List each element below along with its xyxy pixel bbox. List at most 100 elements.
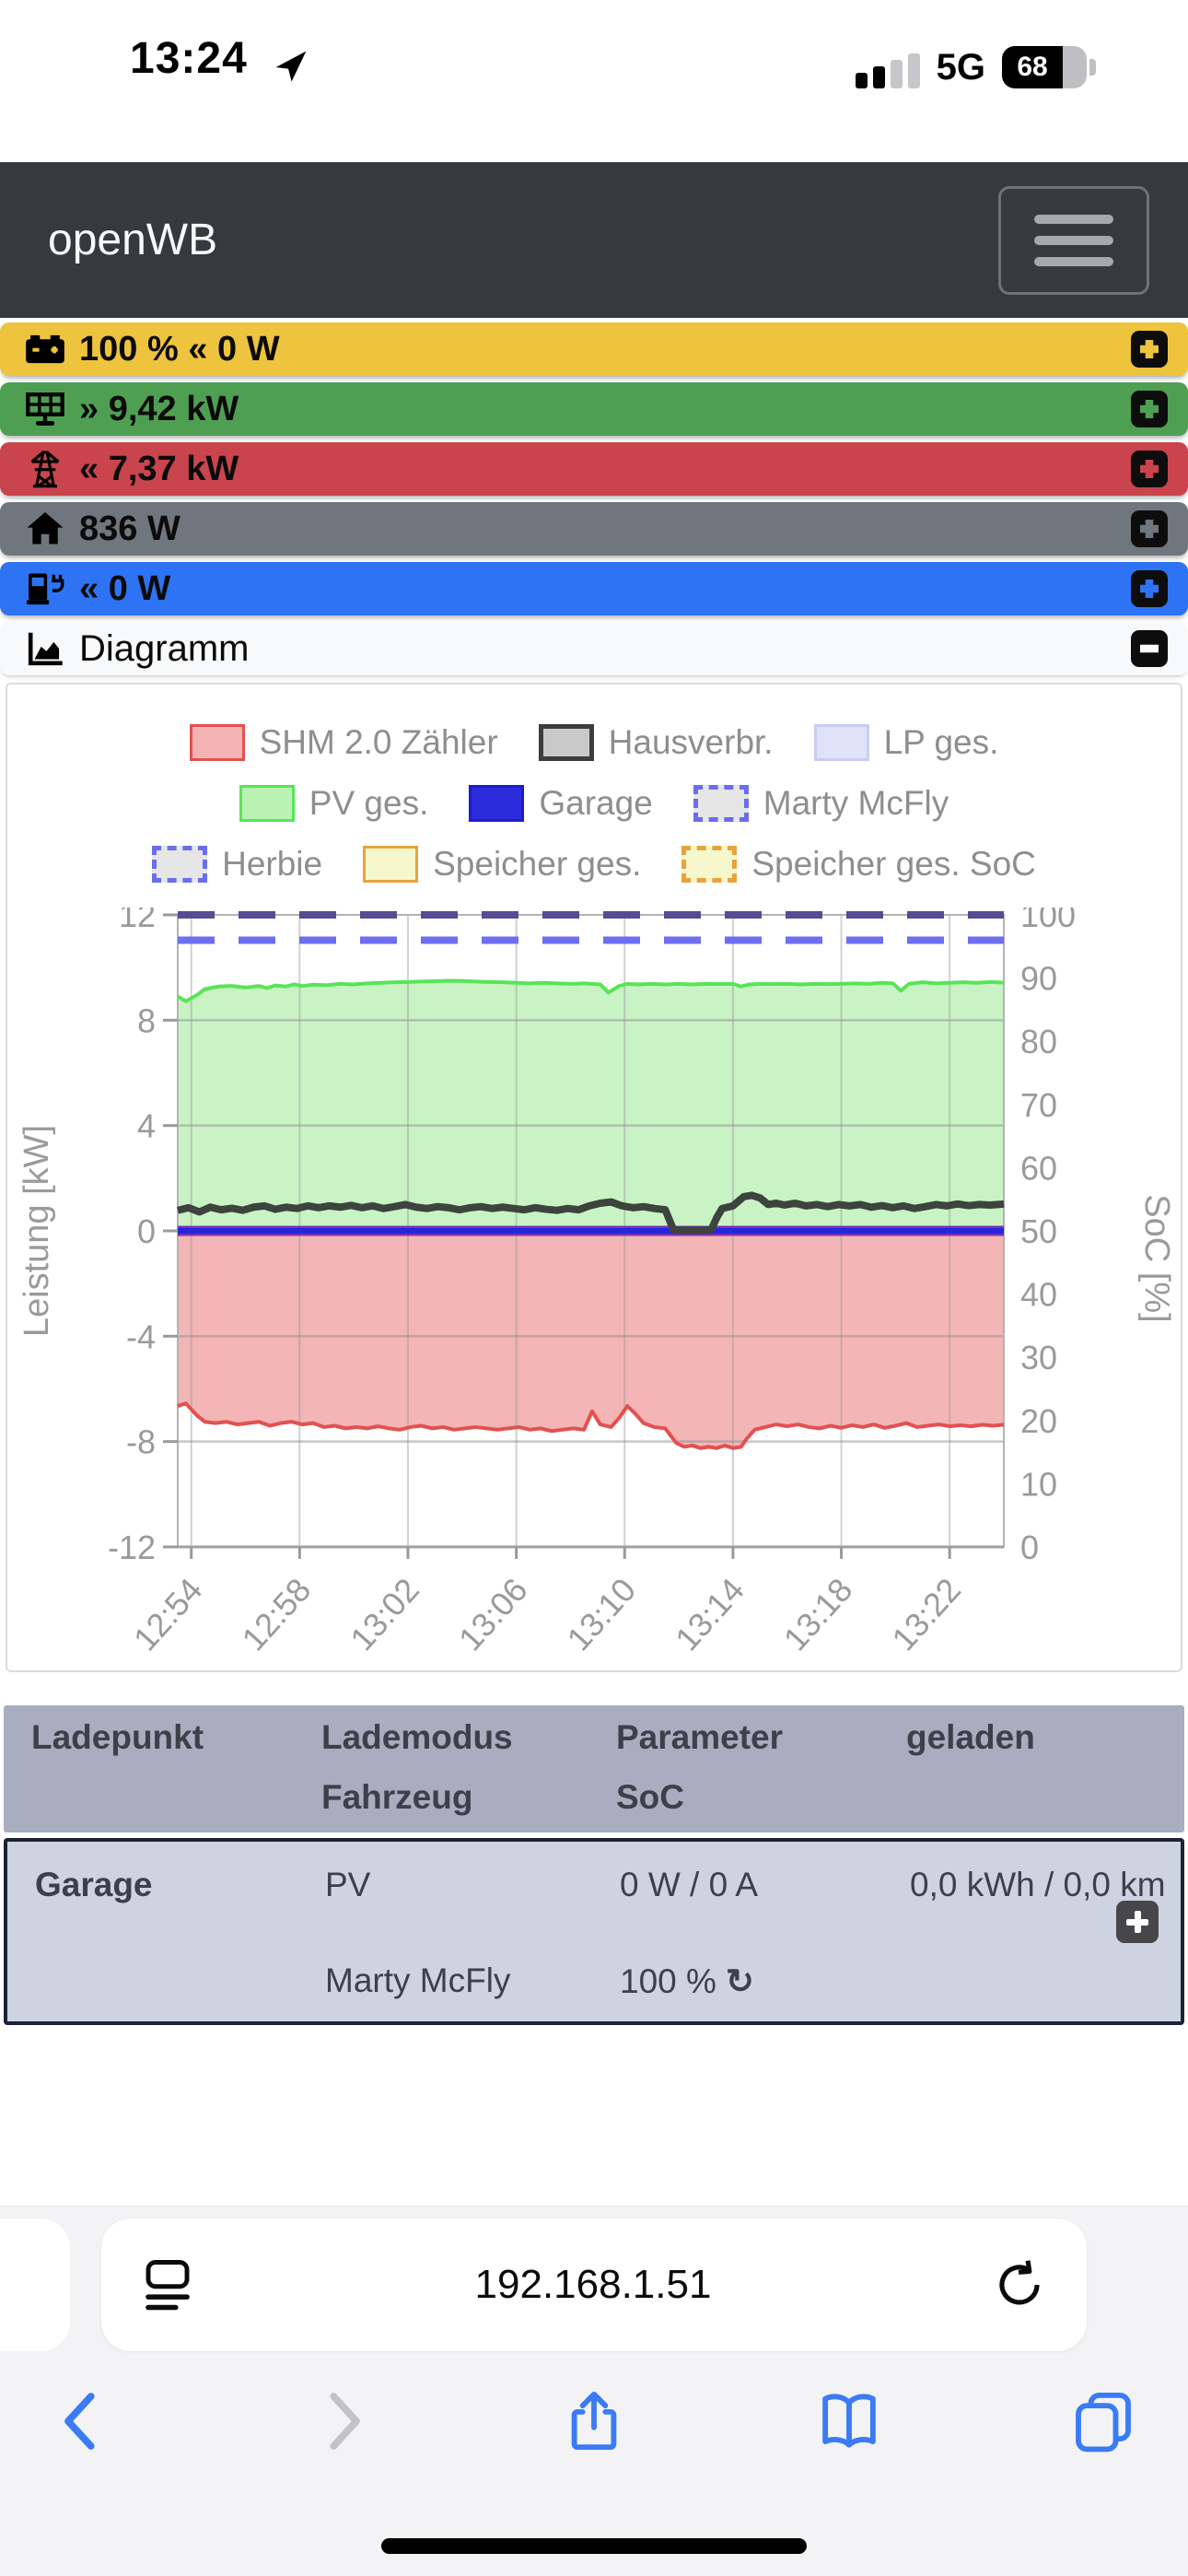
legend-label: SHM 2.0 Zähler — [259, 723, 498, 761]
plus-square-icon[interactable] — [1129, 568, 1170, 609]
page-reader-icon[interactable] — [142, 2256, 193, 2313]
legend-label: Marty McFly — [763, 784, 949, 822]
legend-label: Herbie — [222, 845, 323, 883]
plus-square-icon[interactable] — [1129, 449, 1170, 489]
svg-text:13:18: 13:18 — [776, 1571, 860, 1657]
forward-icon[interactable] — [307, 2388, 373, 2454]
svg-text:70: 70 — [1020, 1086, 1057, 1124]
hamburger-menu-button[interactable] — [998, 186, 1149, 295]
ios-status-bar: 13:24 5G 68 — [0, 0, 1188, 162]
back-icon[interactable] — [52, 2388, 118, 2454]
plus-square-icon[interactable] — [1129, 329, 1170, 369]
plus-square-icon[interactable] — [1129, 389, 1170, 429]
svg-text:60: 60 — [1020, 1149, 1057, 1187]
solar-panel-icon — [26, 392, 64, 426]
share-icon[interactable] — [561, 2388, 627, 2454]
legend-item[interactable]: SHM 2.0 Zähler — [189, 723, 498, 762]
chargepoint-name: Garage — [35, 1866, 153, 1903]
home-indicator[interactable] — [381, 2538, 807, 2554]
svg-text:13:10: 13:10 — [559, 1571, 643, 1657]
address-bar[interactable]: 192.168.1.51 — [101, 2219, 1087, 2351]
diagram-section-header[interactable]: Diagramm — [0, 622, 1188, 675]
adjacent-tab-stub[interactable] — [0, 2219, 70, 2351]
legend-item[interactable]: LP ges. — [813, 723, 999, 762]
col-header-parameter-soc: Parameter SoC — [616, 1718, 784, 1816]
grid-summary-bar[interactable]: « 7,37 kW — [0, 442, 1188, 496]
svg-text:10: 10 — [1020, 1465, 1057, 1503]
battery-summary-bar[interactable]: 100 % « 0 W — [0, 322, 1188, 376]
legend-row: Herbie Speicher ges. Speicher ges. SoC — [7, 845, 1181, 884]
legend-swatch — [363, 846, 419, 883]
legend-swatch — [469, 785, 525, 822]
svg-text:20: 20 — [1020, 1402, 1057, 1440]
safari-bottom-bar: 192.168.1.51 — [0, 2206, 1188, 2576]
svg-text:-8: -8 — [126, 1423, 156, 1461]
legend-label: PV ges. — [309, 784, 429, 822]
chargepoint-table: Ladepunkt Lademodus Fahrzeug Parameter SoC… — [4, 1705, 1184, 2025]
legend-item[interactable]: PV ges. — [239, 784, 429, 823]
col-header-geladen: geladen — [906, 1718, 1035, 1756]
house-summary-label: 836 W — [79, 509, 181, 548]
legend-swatch — [693, 785, 749, 822]
legend-label: LP ges. — [883, 723, 999, 761]
svg-text:13:02: 13:02 — [343, 1571, 426, 1657]
network-type-label: 5G — [936, 46, 985, 88]
legend-item[interactable]: Hausverbr. — [538, 723, 774, 762]
col-header-lademodus-fahrzeug: Lademodus Fahrzeug — [321, 1718, 513, 1816]
vehicle-soc: 100 % ↻ — [620, 1962, 754, 2000]
svg-text:12: 12 — [119, 907, 156, 934]
minus-square-icon[interactable] — [1129, 628, 1170, 669]
battery-icon: 68 — [1002, 46, 1087, 88]
tabs-icon[interactable] — [1070, 2388, 1136, 2454]
svg-text:4: 4 — [137, 1107, 156, 1145]
svg-text:30: 30 — [1020, 1339, 1057, 1376]
bookmarks-icon[interactable] — [816, 2388, 882, 2454]
chargepoint-summary-bar[interactable]: « 0 W — [0, 562, 1188, 615]
legend-label: Speicher ges. — [433, 845, 642, 883]
legend-label: Garage — [539, 784, 653, 822]
reload-icon[interactable] — [993, 2256, 1046, 2313]
diagram-card: SHM 2.0 Zähler Hausverbr. LP ges. PV ges. Ga… — [6, 683, 1182, 1672]
legend-item[interactable]: Speicher ges. — [363, 845, 641, 884]
cellular-signal-icon — [855, 46, 920, 88]
pv-summary-bar[interactable]: » 9,42 kW — [0, 382, 1188, 436]
chart-area-icon — [28, 632, 63, 666]
legend-item[interactable]: Herbie — [152, 845, 322, 884]
vehicle-name: Marty McFly — [325, 1961, 511, 1999]
legend-item[interactable]: Marty McFly — [693, 784, 949, 823]
legend-swatch — [681, 846, 738, 883]
parameter-value: 0 W / 0 A — [620, 1866, 759, 1903]
diagram-section-title: Diagramm — [79, 627, 250, 669]
legend-item[interactable]: Garage — [469, 784, 653, 823]
power-pylon-icon — [30, 451, 60, 488]
legend-swatch — [538, 724, 594, 761]
charge-mode: PV — [325, 1866, 371, 1903]
plus-square-icon[interactable] — [1129, 509, 1170, 549]
legend-swatch — [239, 785, 295, 822]
svg-text:50: 50 — [1020, 1212, 1057, 1250]
soc-refresh-icon[interactable]: ↻ — [725, 1962, 754, 2000]
chart-legend: SHM 2.0 Zähler Hausverbr. LP ges. PV ges. Ga… — [7, 723, 1181, 884]
charging-station-icon — [26, 573, 64, 605]
legend-row: SHM 2.0 Zähler Hausverbr. LP ges. — [7, 723, 1181, 762]
legend-swatch — [189, 724, 245, 761]
svg-text:80: 80 — [1020, 1023, 1057, 1060]
row-plus-button[interactable] — [1116, 1901, 1159, 1943]
legend-swatch — [152, 846, 208, 883]
svg-text:13:14: 13:14 — [668, 1571, 751, 1657]
legend-row: PV ges. Garage Marty McFly — [7, 784, 1181, 823]
house-summary-bar[interactable]: 836 W — [0, 502, 1188, 556]
svg-text:90: 90 — [1020, 960, 1057, 998]
table-header-row: Ladepunkt Lademodus Fahrzeug Parameter SoC… — [4, 1705, 1184, 1832]
chargepoint-summary-label: « 0 W — [79, 568, 171, 608]
svg-text:12:54: 12:54 — [126, 1571, 210, 1657]
url-field[interactable]: 192.168.1.51 — [474, 2262, 712, 2307]
legend-item[interactable]: Speicher ges. SoC — [681, 845, 1036, 884]
y-left-axis-title: Leistung [kW] — [17, 1125, 56, 1337]
legend-swatch — [813, 724, 869, 761]
clock: 13:24 — [130, 34, 248, 83]
location-arrow-icon — [275, 51, 307, 82]
svg-text:0: 0 — [1020, 1528, 1039, 1566]
